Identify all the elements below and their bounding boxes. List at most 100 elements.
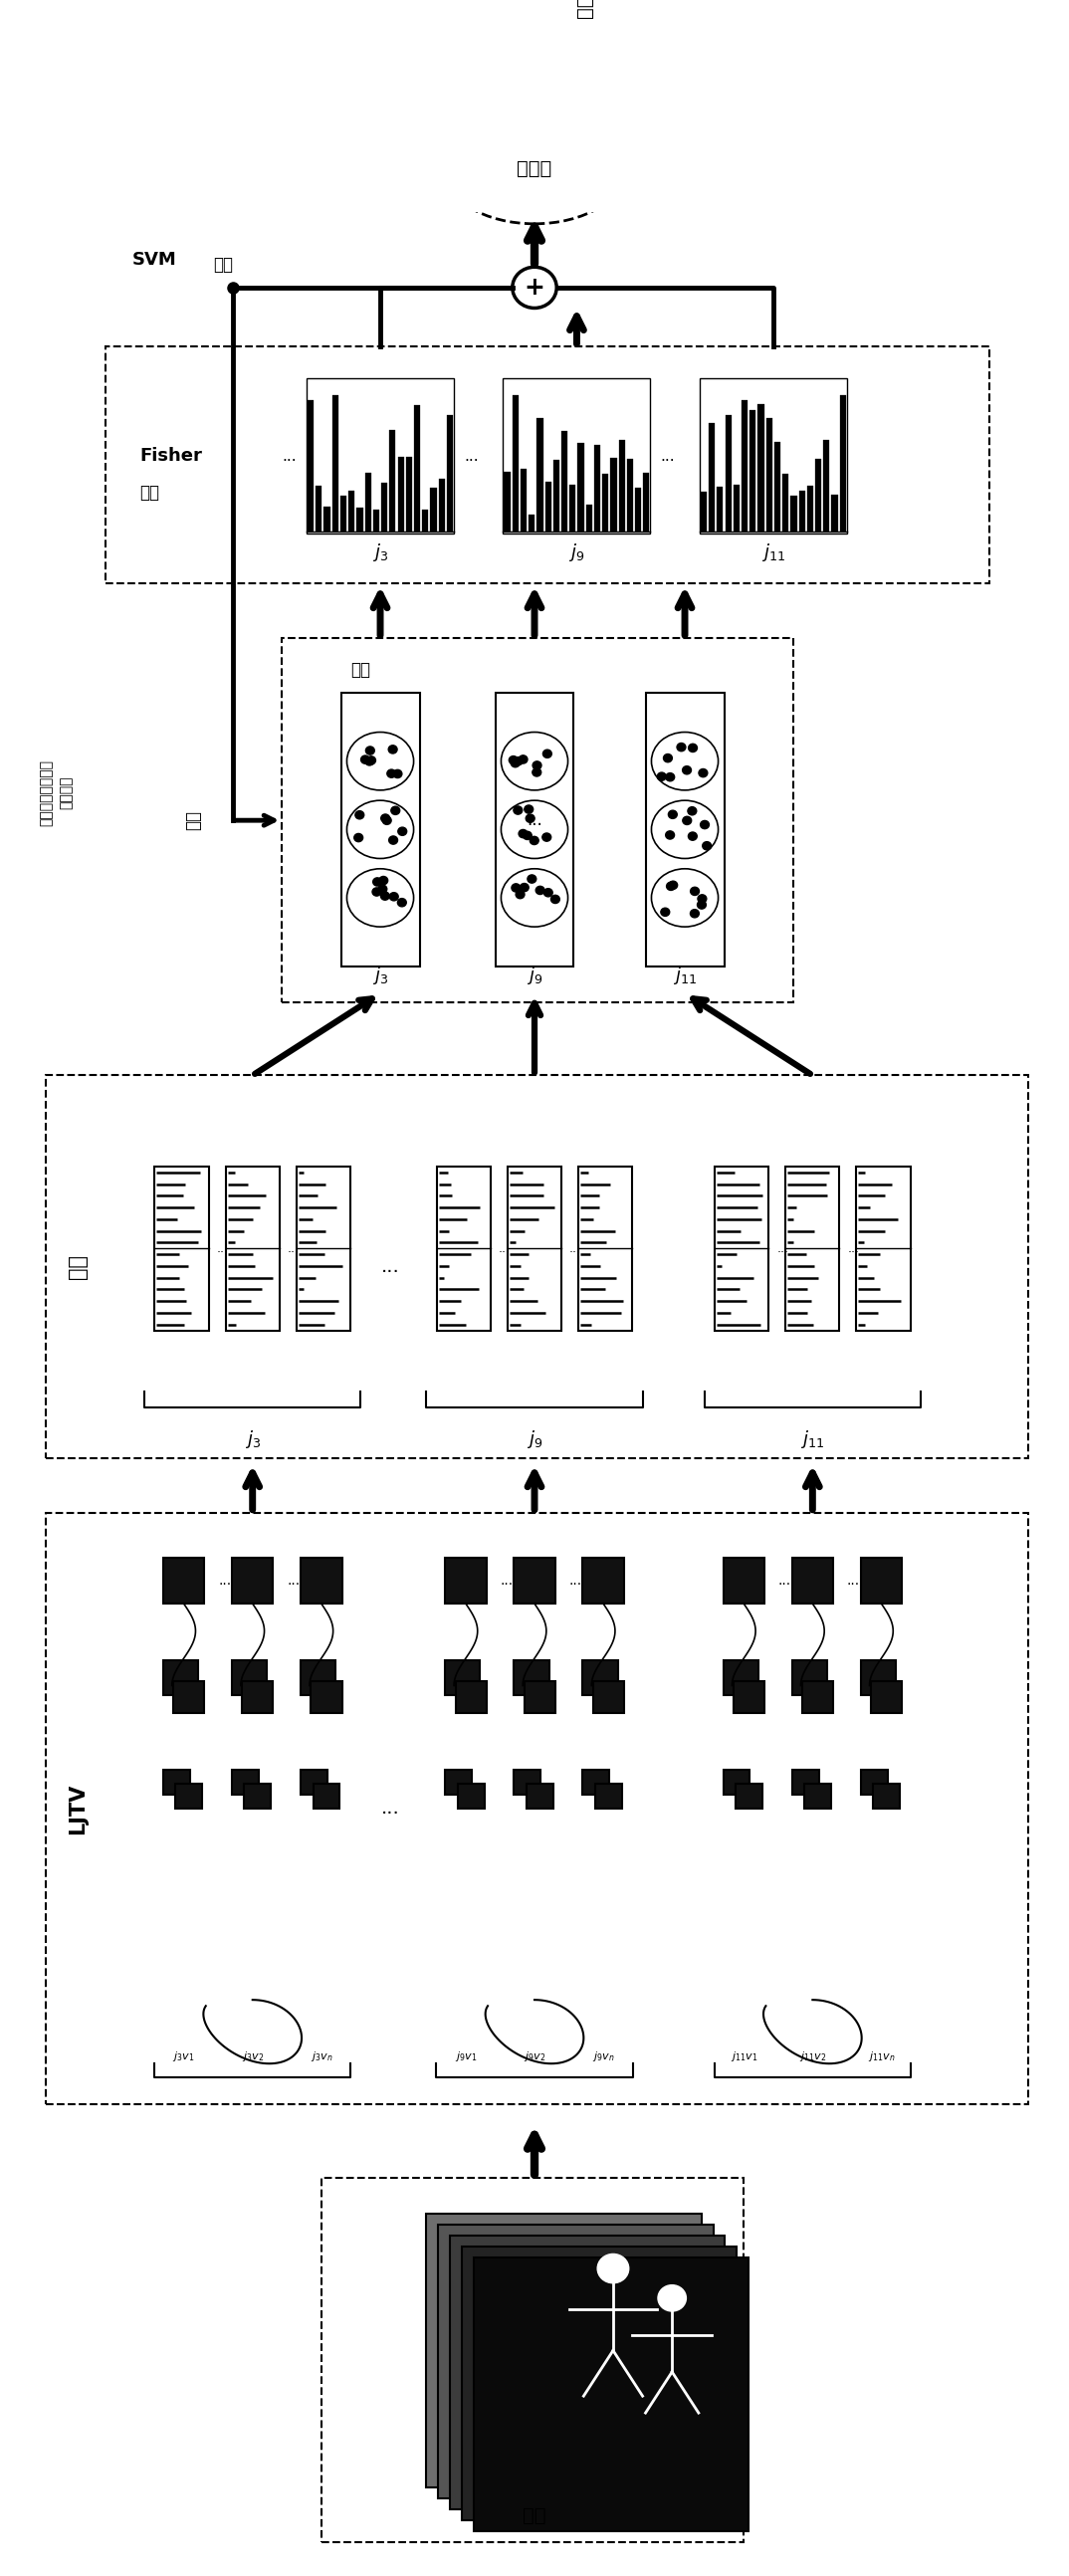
Ellipse shape xyxy=(651,868,718,927)
Bar xyxy=(758,404,764,531)
Bar xyxy=(526,1783,553,1808)
Bar xyxy=(422,510,429,531)
Bar xyxy=(173,1682,204,1713)
Text: ...: ... xyxy=(847,1574,859,1587)
Ellipse shape xyxy=(501,801,568,858)
Circle shape xyxy=(683,817,692,824)
Bar xyxy=(300,1558,342,1605)
Text: $j_9$: $j_9$ xyxy=(526,1427,543,1450)
Bar xyxy=(717,487,723,531)
Circle shape xyxy=(666,773,675,781)
Ellipse shape xyxy=(346,732,414,791)
Circle shape xyxy=(361,755,370,762)
Bar xyxy=(307,379,454,533)
Text: ...: ... xyxy=(498,1242,511,1255)
Bar xyxy=(438,479,445,531)
Circle shape xyxy=(515,891,525,899)
Circle shape xyxy=(698,894,707,902)
Circle shape xyxy=(598,2254,629,2282)
Bar xyxy=(389,430,396,531)
Circle shape xyxy=(389,837,398,845)
Circle shape xyxy=(398,899,406,907)
Bar xyxy=(164,1558,204,1605)
Bar xyxy=(348,489,355,531)
Bar xyxy=(232,1770,259,1795)
Bar xyxy=(232,1662,267,1695)
Bar xyxy=(245,1783,272,1808)
Circle shape xyxy=(398,827,407,835)
Text: $j_9$: $j_9$ xyxy=(569,541,585,564)
Bar xyxy=(871,1682,902,1713)
Bar xyxy=(373,510,379,531)
Bar xyxy=(164,1770,190,1795)
Circle shape xyxy=(513,806,523,814)
Circle shape xyxy=(657,773,666,781)
Circle shape xyxy=(668,811,677,819)
Bar xyxy=(450,2236,725,2509)
Bar xyxy=(437,1167,491,1329)
Bar xyxy=(783,474,789,531)
Circle shape xyxy=(543,750,552,757)
Bar xyxy=(514,1662,549,1695)
Bar xyxy=(873,1783,900,1808)
Circle shape xyxy=(661,907,669,917)
Bar xyxy=(577,443,584,531)
Bar xyxy=(311,1682,342,1713)
Bar xyxy=(226,1167,280,1329)
Text: $j_{11}v_1$: $j_{11}v_1$ xyxy=(730,2050,758,2063)
Bar xyxy=(774,443,780,531)
Bar xyxy=(175,1783,202,1808)
Ellipse shape xyxy=(444,113,625,224)
Circle shape xyxy=(668,881,678,889)
Circle shape xyxy=(542,832,552,842)
Circle shape xyxy=(354,835,363,842)
Text: 向量: 向量 xyxy=(140,484,159,502)
Circle shape xyxy=(677,742,685,752)
Bar xyxy=(105,348,990,585)
Bar xyxy=(431,487,436,531)
Bar xyxy=(300,1770,327,1795)
Circle shape xyxy=(511,760,520,768)
Bar xyxy=(508,1167,561,1329)
Bar xyxy=(792,1770,819,1795)
Bar xyxy=(545,482,552,531)
Bar xyxy=(514,1558,555,1605)
Circle shape xyxy=(355,811,365,819)
Bar xyxy=(365,474,371,531)
Bar xyxy=(602,474,608,531)
Bar xyxy=(414,404,420,531)
Text: 特征: 特征 xyxy=(67,1255,88,1280)
Text: 通过混合高斯模型
学得码本: 通过混合高斯模型 学得码本 xyxy=(40,760,73,827)
Text: ...: ... xyxy=(661,448,675,464)
Text: $j_3$: $j_3$ xyxy=(245,1427,261,1450)
Bar xyxy=(583,1558,624,1605)
Bar xyxy=(524,1682,555,1713)
Bar xyxy=(554,459,559,531)
Circle shape xyxy=(366,747,374,755)
Circle shape xyxy=(388,744,398,755)
Bar xyxy=(332,394,338,531)
Bar xyxy=(715,1167,769,1329)
Bar xyxy=(300,1662,336,1695)
Text: $j_3v_2$: $j_3v_2$ xyxy=(242,2050,264,2063)
Bar xyxy=(646,693,724,966)
Bar xyxy=(322,2177,744,2543)
Text: ...: ... xyxy=(381,1798,400,1819)
Text: $j_3v_n$: $j_3v_n$ xyxy=(310,2050,332,2063)
Text: $j_9v_2$: $j_9v_2$ xyxy=(524,2050,545,2063)
Bar xyxy=(792,1558,833,1605)
Bar xyxy=(700,492,707,531)
Circle shape xyxy=(666,832,675,840)
Bar xyxy=(593,1682,624,1713)
Circle shape xyxy=(551,894,560,904)
Circle shape xyxy=(691,886,699,896)
Bar xyxy=(495,693,574,966)
Text: ...: ... xyxy=(288,1242,299,1255)
Circle shape xyxy=(379,876,388,884)
Bar xyxy=(699,379,847,533)
Circle shape xyxy=(520,884,529,891)
Text: ...: ... xyxy=(286,1574,300,1587)
Bar xyxy=(503,379,650,533)
Bar xyxy=(296,1167,351,1329)
Circle shape xyxy=(509,755,517,765)
